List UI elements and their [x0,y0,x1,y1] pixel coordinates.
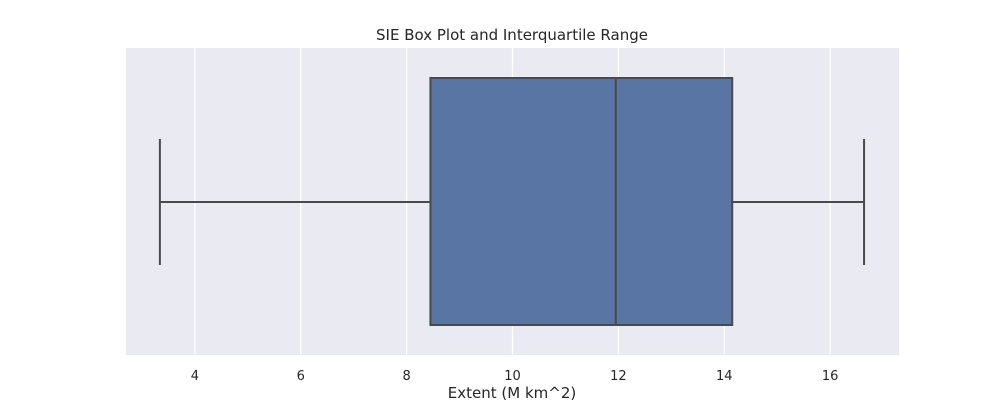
x-tick-label: 8 [402,369,410,384]
x-tick-labels: 4 6 8 10 12 14 16 [191,369,839,384]
x-tick-label: 16 [822,369,839,384]
x-tick-label: 10 [504,369,521,384]
x-axis-label: Extent (M km^2) [448,384,576,400]
x-tick-label: 6 [297,369,305,384]
x-tick-label: 4 [191,369,199,384]
iqr-box [429,77,734,326]
x-tick-label: 12 [610,369,627,384]
x-tick-label: 14 [716,369,733,384]
chart-title: SIE Box Plot and Interquartile Range [376,26,648,44]
box-plot [158,77,866,326]
